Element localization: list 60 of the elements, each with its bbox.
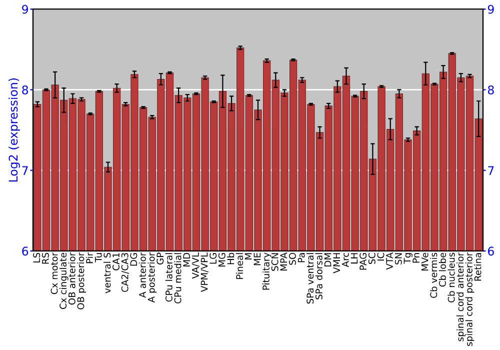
x-tick-label: CA1	[112, 253, 120, 270]
x-tick-label: spinal cord posterior	[465, 252, 474, 346]
x-tick-label: MG	[218, 253, 226, 266]
x-tick-label: Tu	[95, 253, 102, 262]
x-tick-label: Cb vermis	[430, 252, 438, 298]
x-tick-label: A posterior	[148, 252, 157, 303]
x-tick-label: Retina	[474, 253, 482, 281]
x-tick-label: M	[245, 253, 252, 260]
x-tick-label: GP	[156, 252, 164, 264]
x-tick-label: VMH	[333, 253, 340, 274]
x-tick-label: Tg	[404, 253, 412, 264]
y-tick-label: 9	[22, 4, 28, 14]
x-tick-label: Arc	[342, 252, 349, 268]
y-tick-label: 7	[22, 166, 28, 175]
x-tick-label: SN	[394, 253, 402, 264]
y-tick-label: 6	[22, 246, 28, 256]
x-tick-label: SC	[368, 252, 376, 264]
x-tick-label: OB anterior	[68, 252, 76, 305]
x-tick-label: IC	[377, 252, 384, 261]
x-tick-label: Cx cingulate	[59, 252, 68, 309]
x-tick-label: SO	[289, 252, 296, 265]
x-tick-label: Cb nucleus	[448, 252, 455, 302]
x-tick-label: Hb	[227, 252, 234, 264]
x-tick-label: OB posterior	[77, 252, 86, 310]
y2-tick-label: 7	[488, 166, 494, 175]
x-tick-label: Pa	[298, 253, 305, 262]
x-tick-label: spinal cord anterior	[456, 252, 466, 342]
x-tick-label: Cx motor	[50, 252, 58, 294]
y2-tick-label: 9	[488, 4, 494, 14]
x-tick-label: Pituitary	[262, 252, 272, 290]
x-tick-label: MD	[183, 252, 190, 266]
x-tick-label: CA2/CA3	[121, 253, 130, 292]
x-tick-label: VA/VL	[192, 252, 200, 279]
x-tick-label: Pir	[86, 252, 93, 264]
x-tick-label: LS	[33, 252, 40, 262]
x-tick-label: ME	[254, 252, 261, 266]
y2-tick-label: 8	[488, 85, 494, 94]
x-tick-label: VPM/VPL	[200, 252, 208, 292]
x-tick-label: CPu medial	[174, 253, 182, 304]
x-tick-label: Cb lobe	[438, 252, 446, 287]
x-tick-label: MVe	[421, 252, 428, 271]
x-tick-label: SCN	[271, 253, 278, 271]
x-tick-label: ventral S	[104, 252, 111, 294]
x-tick-label: SPa dorsal	[315, 253, 322, 300]
x-tick-label: LG	[210, 253, 217, 264]
y2-tick-label: 6	[488, 246, 494, 256]
x-tick-label: A anterior	[138, 252, 146, 298]
x-tick-label: LH	[350, 253, 358, 264]
x-tick-label: DM	[324, 253, 332, 266]
x-tick-label: MPA	[280, 252, 287, 271]
x-tick-label: Pn	[412, 253, 420, 263]
x-tick-label: RS	[42, 252, 49, 264]
y-axis-title: Log2 (expression)	[8, 78, 20, 182]
x-tick-label: CPu lateral	[165, 253, 172, 302]
x-tick-label: DG	[130, 253, 138, 266]
x-tick-label: PAG	[360, 253, 367, 270]
x-tick-label: SPa ventral	[306, 253, 314, 304]
y-tick-label: 8	[22, 85, 28, 94]
x-tick-label: Pineal	[236, 253, 244, 279]
x-tick-label: VTA	[386, 252, 393, 270]
